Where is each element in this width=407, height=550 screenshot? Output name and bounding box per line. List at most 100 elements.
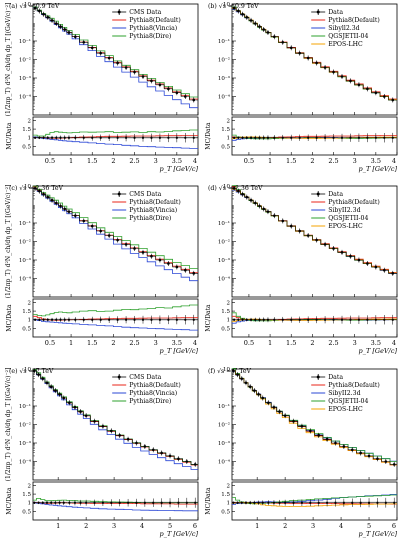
y-tick-label: 10 — [24, 2, 31, 8]
data-histogram — [33, 7, 198, 101]
data-point — [141, 251, 145, 254]
x-axis-label: p_T [GeV/c] — [359, 165, 398, 173]
y-tick-label: 10⁻³ — [19, 257, 31, 264]
ratio-y-tick-label: 2 — [28, 483, 32, 489]
data-point — [262, 207, 266, 211]
ratio-plot-frame — [231, 116, 398, 156]
data-point — [237, 189, 240, 193]
ratio-y-tick-label: 0.5 — [221, 326, 230, 332]
x-tick-label: 4 — [193, 157, 197, 165]
ratio-line-2 — [33, 304, 198, 317]
data-point — [135, 441, 138, 445]
data-point — [334, 441, 337, 445]
data-histogram — [232, 188, 397, 274]
data-point — [185, 460, 189, 463]
data-point — [46, 195, 50, 199]
data-point — [175, 265, 179, 269]
y-tick-label: 10 — [24, 367, 31, 373]
ratio-y-tick-label: 2 — [227, 483, 231, 489]
y-tick-label: 10⁻¹ — [218, 38, 230, 45]
chart-panel-2: 0.5 1 1.5 2 2.5 3 3.5 4p_T [GeV/c] 10 10⁻¹ 10⁻² 10⁻… — [5, 184, 198, 355]
data-point — [59, 25, 62, 28]
data-point — [245, 195, 249, 199]
data-point — [309, 429, 312, 433]
legend-data-marker — [316, 192, 320, 196]
legend-data-marker — [316, 375, 320, 379]
x-axis-label: p_T [GeV/c] — [359, 347, 398, 355]
y-tick-label: 10⁻³ — [19, 75, 31, 82]
ratio-y-tick-label: 2 — [227, 118, 231, 124]
data-point — [366, 87, 369, 91]
y-axis-label: (1/2πp_T) d²N_ch/dη dp_T [(GeV/c)⁻²] — [5, 185, 12, 299]
ratio-y-tick-label: 0.5 — [22, 509, 31, 515]
x-tick-label: 1 — [69, 157, 73, 165]
data-point — [99, 51, 102, 55]
data-point — [244, 381, 248, 385]
ratio-y-tick-label: 1.5 — [22, 127, 31, 133]
ratio-y-tick-label: 1 — [28, 501, 32, 507]
x-tick-label: 4 — [392, 339, 396, 347]
data-point — [240, 377, 244, 380]
x-axis-label: p_T [GeV/c] — [160, 165, 199, 173]
data-point — [160, 451, 163, 455]
data-point — [37, 373, 40, 376]
chart-panel-3: 0.5 1 1.5 2 2.5 3 3.5 4p_T [GeV/c] 10 10⁻¹ 10⁻² 10⁻… — [205, 184, 397, 355]
data-point — [38, 189, 41, 193]
data-point — [193, 463, 197, 466]
y-tick-label: 10⁻¹ — [19, 220, 31, 227]
ratio-y-tick-label: 1 — [227, 136, 231, 142]
data-point — [340, 251, 344, 254]
x-tick-label: 5 — [367, 522, 371, 530]
x-tick-label: 1 — [268, 157, 272, 165]
data-point — [258, 204, 261, 208]
x-tick-label: 2.5 — [129, 157, 139, 165]
x-tick-label: 2 — [283, 522, 287, 530]
legend-label: Pythia8(Default) — [328, 17, 380, 24]
data-point — [325, 437, 329, 441]
data-point — [366, 262, 369, 265]
x-tick-label: 3 — [154, 157, 158, 165]
data-point — [359, 451, 362, 455]
data-point — [38, 9, 41, 13]
x-tick-label: 3 — [311, 522, 315, 530]
x-tick-label: 3 — [353, 157, 357, 165]
data-point — [33, 6, 37, 10]
ratio-y-tick-label: 0.5 — [221, 509, 230, 515]
ratio-line-0 — [33, 135, 198, 139]
legend-label: Data — [328, 9, 343, 16]
data-point — [306, 56, 310, 60]
x-tick-label: 4 — [193, 339, 197, 347]
data-histogram — [33, 188, 198, 274]
data-point — [141, 75, 145, 78]
panel-label: (f) √s = 7 TeV — [208, 368, 252, 375]
legend-label: CMS Data — [129, 374, 161, 381]
x-tick-label: 1.5 — [286, 339, 296, 347]
legend-label: Pythia8(Default) — [328, 382, 380, 389]
ratio-y-tick-label: 1.5 — [221, 127, 230, 133]
data-point — [126, 437, 130, 441]
ratio-line-1 — [33, 502, 198, 512]
data-point — [74, 35, 77, 39]
x-tick-label: 6 — [193, 522, 197, 530]
y-tick-label: 10 — [223, 184, 230, 190]
data-point — [143, 445, 147, 448]
data-point — [50, 198, 54, 202]
data-point — [298, 51, 301, 55]
data-point — [266, 210, 270, 213]
data-point — [292, 419, 295, 423]
data-point — [177, 457, 180, 461]
data-point — [267, 401, 270, 405]
data-point — [101, 424, 105, 428]
y-tick-label: 10⁻⁴ — [19, 459, 32, 466]
chart-panel-4: 1 2 3 4 5 6p_T [GeV/c] 10 10⁻¹ 10⁻² 10⁻³ 10⁻⁴ 0.5 1 1… — [5, 367, 198, 538]
data-point — [249, 19, 253, 22]
data-point — [99, 229, 102, 233]
legend-data-marker — [117, 10, 121, 14]
data-point — [281, 219, 285, 223]
data-point — [349, 254, 352, 258]
data-point — [42, 12, 45, 16]
data-point — [272, 406, 276, 409]
ratio-y-axis-label: MC/Data — [205, 487, 212, 515]
data-point — [374, 265, 378, 269]
data-point — [63, 207, 67, 211]
